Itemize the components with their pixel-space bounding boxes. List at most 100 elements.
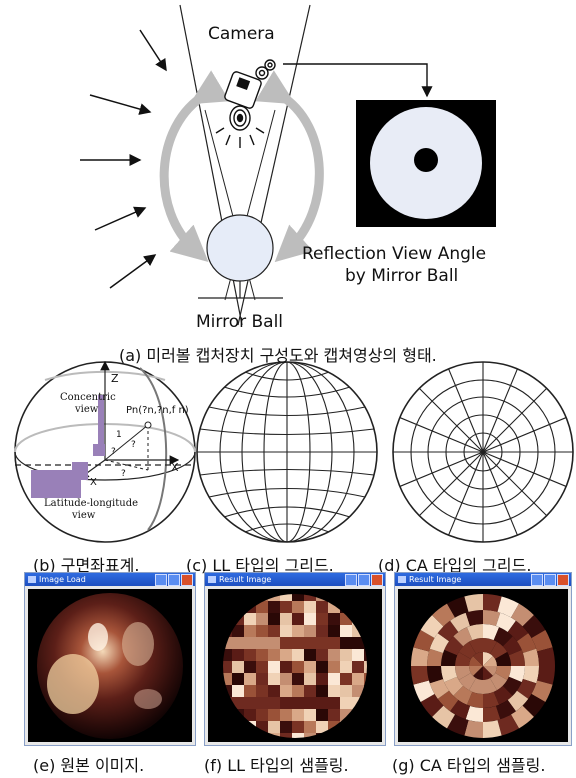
ll-sampling-tile xyxy=(352,685,364,697)
ll-sampling-tile xyxy=(292,637,304,649)
window-titlebar[interactable]: Result Image xyxy=(205,573,385,586)
ll-sampling-tile xyxy=(292,733,304,738)
projection-line xyxy=(104,459,149,471)
ll-sampling-tile xyxy=(316,673,328,685)
ll-sampling-tile xyxy=(232,697,244,709)
ca-sampling-tile xyxy=(483,638,497,654)
ll-sampling-tile xyxy=(316,661,328,673)
captured-camera-spot xyxy=(414,148,438,172)
ca-sampling-tile xyxy=(483,705,501,722)
ll-sampling-tile xyxy=(244,637,256,649)
close-icon[interactable] xyxy=(371,574,383,586)
ll-sampling-tile xyxy=(316,709,328,721)
ca-sampling-tile xyxy=(453,627,473,647)
ll-sampling-tile xyxy=(292,613,304,625)
ca-sampling-tile xyxy=(427,666,444,684)
ca-sampling-tile xyxy=(522,666,539,684)
ll-sampling-tile xyxy=(304,685,316,697)
ca-sampling-tile xyxy=(469,638,483,654)
minimize-icon[interactable] xyxy=(531,574,543,586)
ca-sampling-tile xyxy=(483,666,493,680)
close-icon[interactable] xyxy=(557,574,569,586)
ll-sampling-tile xyxy=(244,733,256,738)
ca-sampling-tile xyxy=(469,656,483,666)
ll-sampling-tile xyxy=(280,661,292,673)
ca-sampling-tile xyxy=(447,596,469,618)
ca-result-window[interactable]: Result Image xyxy=(394,572,572,746)
ca-sampling-tile xyxy=(464,720,483,738)
ll-sampling-tile xyxy=(364,625,367,637)
ll-sampling-tile xyxy=(364,601,367,613)
ca-sampling-tile xyxy=(483,652,493,666)
ll-sampling-tile xyxy=(256,613,268,625)
ll-sampling-tile xyxy=(316,625,328,637)
ll-sampling-tile xyxy=(304,709,316,721)
ll-sampling-tile xyxy=(304,649,316,661)
ca-sampling-tile xyxy=(450,612,471,633)
ll-result-window[interactable]: Result Image xyxy=(204,572,386,746)
ca-sampling-tile xyxy=(411,647,429,666)
ll-sampling-tile xyxy=(352,637,364,649)
ll-sampling-tile xyxy=(340,625,352,637)
z-axis-label: Z xyxy=(111,372,119,385)
reflection-arrow-right xyxy=(255,70,324,263)
ca-sampling-tile xyxy=(495,666,511,680)
ca-sampling-tile xyxy=(537,647,555,666)
spherical-coordinate-diagram xyxy=(14,360,196,543)
ll-sampling-tile xyxy=(244,661,256,673)
ca-sampling-tile xyxy=(495,699,516,720)
close-icon[interactable] xyxy=(181,574,193,586)
ll-sampling-tile xyxy=(208,673,220,685)
image-load-window[interactable]: Image Load xyxy=(24,572,196,746)
ll-sampling-tile xyxy=(223,685,232,697)
ll-sampling-tile xyxy=(340,721,352,733)
latlong-sublabel: view xyxy=(72,510,96,521)
ll-sampling-tile xyxy=(316,733,328,738)
ca-sampling-tile xyxy=(531,630,553,652)
ll-sampling-tile xyxy=(232,649,244,661)
ll-sampling-tile xyxy=(292,697,304,709)
concentric-label: Concentric xyxy=(60,392,116,403)
ca-sampling-tile xyxy=(522,648,539,666)
ca-sampling-tile xyxy=(444,676,464,696)
ca-sampling-tile xyxy=(437,690,459,712)
ll-sampling-tile xyxy=(364,685,367,697)
ca-sampling-tile xyxy=(493,627,513,647)
ll-sampling-tile xyxy=(208,625,220,637)
reflection-view-angle-sublabel: by Mirror Ball xyxy=(345,266,459,286)
ll-sampling-tile xyxy=(352,733,364,738)
minimize-icon[interactable] xyxy=(345,574,357,586)
ca-sampling-tile xyxy=(508,666,525,683)
x-axis-label: X xyxy=(171,461,179,474)
ca-sampling-tile xyxy=(466,691,483,708)
maximize-icon[interactable] xyxy=(168,574,180,586)
ll-sampling-tile xyxy=(223,721,232,733)
ll-sampling-tile xyxy=(208,697,220,709)
window-titlebar[interactable]: Result Image xyxy=(395,573,571,586)
ll-sampling-tile xyxy=(328,685,340,697)
window-titlebar[interactable]: Image Load xyxy=(25,573,195,586)
ca-grid-spoke xyxy=(482,451,548,517)
ll-sampling-tile xyxy=(376,613,382,625)
ll-sampling-tile xyxy=(208,685,220,697)
ca-sampling-tile xyxy=(507,620,529,642)
ca-sampling-tile xyxy=(455,652,471,666)
ll-sampling-tile xyxy=(232,661,244,673)
ll-sampling-tile xyxy=(304,613,316,625)
ll-sampling-tile xyxy=(328,697,340,709)
ll-sampling-tile xyxy=(352,661,364,673)
ca-sampling-tile xyxy=(483,656,497,666)
maximize-icon[interactable] xyxy=(358,574,370,586)
ll-sampling-tile xyxy=(364,721,367,733)
ll-sampling-tile xyxy=(244,613,256,625)
ll-sampling-tile xyxy=(280,721,292,733)
ll-sampling-tile xyxy=(244,601,256,613)
minimize-icon[interactable] xyxy=(155,574,167,586)
ll-sampling-tile xyxy=(232,613,244,625)
ll-sampling-tile xyxy=(316,601,328,613)
unit-radius-label: 1 xyxy=(116,430,122,440)
ll-sampling-tile xyxy=(376,685,382,697)
ll-sampling-tile xyxy=(232,685,244,697)
maximize-icon[interactable] xyxy=(544,574,556,586)
